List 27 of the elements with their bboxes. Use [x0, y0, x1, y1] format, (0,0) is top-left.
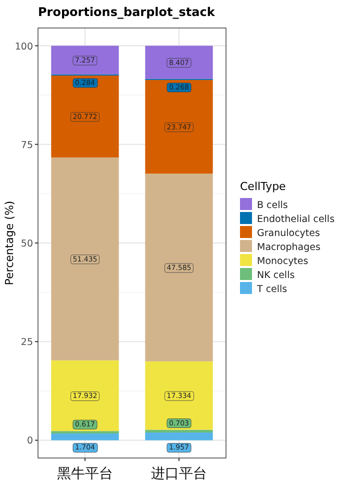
legend-title: CellType [240, 180, 286, 193]
chart-title: Proportions_barplot_stack [38, 5, 216, 19]
y-tick-label: 50 [20, 238, 33, 250]
y-tick-label: 0 [26, 436, 33, 447]
legend-label: B cells [257, 200, 288, 211]
y-tick-label: 25 [20, 337, 33, 348]
bar [145, 46, 213, 79]
bar [51, 157, 119, 360]
bar [51, 46, 119, 74]
y-tick-label: 100 [14, 41, 33, 52]
x-tick-label: 黑牛平台 [57, 466, 113, 482]
legend-label: Granulocytes [257, 228, 320, 239]
bar [145, 80, 213, 174]
legend-label: NK cells [257, 270, 295, 281]
x-tick-label: 进口平台 [151, 466, 207, 482]
bar [51, 75, 119, 158]
y-tick-label: 75 [20, 140, 33, 151]
bar [145, 174, 213, 362]
bar [51, 360, 119, 432]
legend-label: Monocytes [257, 256, 308, 267]
legend-label: T cells [256, 284, 288, 295]
bar [145, 361, 213, 430]
bar [51, 434, 119, 440]
y-axis-title: Percentage (%) [3, 200, 16, 286]
bar [145, 432, 213, 440]
legend-label: Endothelial cells [257, 214, 335, 225]
legend-label: Macrophages [257, 242, 320, 253]
